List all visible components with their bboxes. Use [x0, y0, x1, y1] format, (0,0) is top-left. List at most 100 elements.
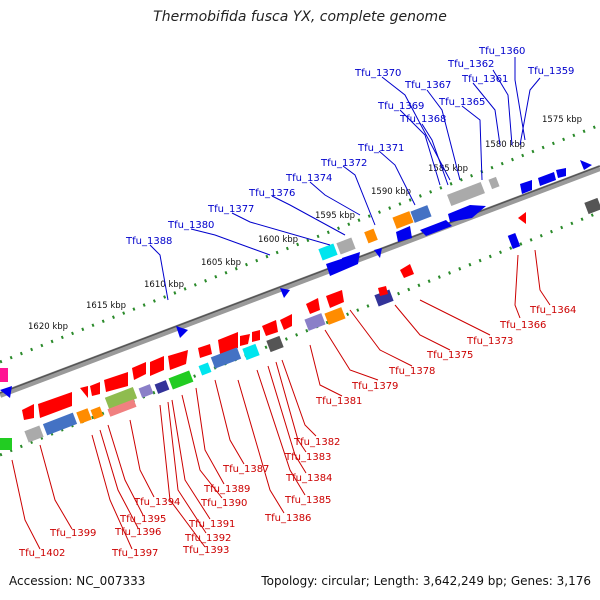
kbp-tick-label: 1600 kbp — [258, 235, 298, 245]
accession-label: Accession: NC_007333 — [9, 574, 146, 588]
genome-title: Thermobifida fusca YX, complete genome — [153, 9, 447, 25]
gene-label[interactable]: Tfu_1370 — [354, 68, 401, 79]
gene-block — [107, 399, 137, 417]
gene-block — [304, 313, 326, 331]
gene-arrow — [280, 314, 292, 330]
gene-arrow — [400, 264, 414, 278]
gene-label[interactable]: Tfu_1385 — [284, 495, 331, 506]
gene-block — [318, 243, 338, 261]
gene-label[interactable]: Tfu_1381 — [315, 396, 362, 407]
gene-label[interactable]: Tfu_1389 — [203, 484, 250, 495]
chromosome-backbone-highlight — [0, 165, 600, 394]
gene-label[interactable]: Tfu_1379 — [351, 381, 398, 392]
gene-label[interactable]: Tfu_1369 — [377, 101, 424, 112]
gene-block — [210, 347, 242, 369]
gene-label[interactable]: Tfu_1383 — [284, 452, 331, 463]
gene-block — [507, 233, 521, 249]
gene-block — [324, 307, 346, 325]
gene-label[interactable]: Tfu_1394 — [133, 497, 180, 508]
gene-label[interactable]: Tfu_1375 — [426, 350, 473, 361]
gene-arrow — [556, 168, 566, 178]
gene-label[interactable]: Tfu_1393 — [182, 545, 229, 556]
genome-summary: Topology: circular; Length: 3,642,249 bp… — [261, 574, 591, 588]
gene-block — [0, 438, 12, 450]
gene-arrow — [198, 344, 212, 358]
gene-label[interactable]: Tfu_1364 — [529, 305, 576, 316]
gene-block — [90, 406, 104, 420]
gene-arrow — [132, 362, 146, 380]
gene-block — [138, 384, 154, 398]
gene-arrow — [420, 220, 452, 236]
gene-block — [168, 370, 194, 390]
gene-label[interactable]: Tfu_1384 — [285, 473, 332, 484]
gene-label[interactable]: Tfu_1361 — [461, 74, 508, 85]
gene-arrow — [374, 248, 382, 258]
gene-label[interactable]: Tfu_1377 — [207, 204, 254, 215]
gene-label[interactable]: Tfu_1366 — [499, 320, 546, 331]
gene-label[interactable]: Tfu_1359 — [527, 66, 574, 77]
gene-block — [392, 211, 414, 229]
gene-label[interactable]: Tfu_1387 — [222, 464, 269, 475]
forward-callout-lines — [149, 57, 541, 301]
gene-arrow — [240, 334, 250, 346]
gene-block — [584, 197, 600, 215]
gene-arrow — [168, 350, 188, 370]
gene-arrow — [306, 298, 320, 314]
gene-label[interactable]: Tfu_1378 — [388, 366, 435, 377]
gene-block — [198, 362, 212, 376]
gene-label[interactable]: Tfu_1374 — [285, 173, 332, 184]
gene-label[interactable]: Tfu_1386 — [264, 513, 311, 524]
gene-label[interactable]: Tfu_1395 — [119, 514, 166, 525]
gene-label[interactable]: Tfu_1365 — [438, 97, 485, 108]
gene-block — [24, 425, 44, 443]
gene-label[interactable]: Tfu_1368 — [399, 114, 446, 125]
gene-arrow — [0, 386, 12, 398]
gene-label[interactable]: Tfu_1371 — [357, 143, 404, 154]
kbp-tick-label: 1615 kbp — [86, 301, 126, 311]
gene-arrow — [326, 290, 344, 308]
gene-block — [154, 380, 170, 394]
gene-label[interactable]: Tfu_1380 — [167, 220, 214, 231]
gene-block — [104, 387, 138, 409]
kbp-tick-label: 1585 kbp — [428, 164, 468, 174]
gene-arrow — [252, 330, 260, 342]
gene-label[interactable]: Tfu_1373 — [466, 336, 513, 347]
gene-label[interactable]: Tfu_1391 — [188, 519, 235, 530]
kbp-tick-label: 1590 kbp — [371, 187, 411, 197]
gene-arrow — [538, 172, 556, 186]
gene-block — [410, 205, 432, 223]
gene-arrow — [326, 258, 344, 276]
reverse-callout-lines — [11, 249, 551, 550]
gene-block — [488, 176, 500, 190]
reverse-gene-labels: Tfu_1364 Tfu_1366 Tfu_1373 Tfu_1375 Tfu_… — [18, 305, 576, 559]
gene-block — [374, 289, 394, 307]
gene-block — [42, 412, 78, 436]
gene-arrow — [104, 372, 128, 392]
gene-label[interactable]: Tfu_1396 — [114, 527, 161, 538]
gene-arrow — [22, 404, 34, 420]
kbp-tick-label: 1575 kbp — [542, 115, 582, 125]
gene-label[interactable]: Tfu_1388 — [125, 236, 172, 247]
gene-arrow — [262, 320, 278, 336]
gene-label[interactable]: Tfu_1390 — [200, 498, 247, 509]
gene-label[interactable]: Tfu_1372 — [320, 158, 367, 169]
gene-block — [364, 228, 378, 244]
gene-arrow — [280, 288, 290, 298]
gene-label[interactable]: Tfu_1360 — [478, 46, 525, 57]
gene-label[interactable]: Tfu_1402 — [18, 548, 65, 559]
gene-arrow — [396, 226, 412, 242]
gene-label[interactable]: Tfu_1382 — [293, 437, 340, 448]
gene-arrow — [580, 160, 592, 170]
kbp-tick-label: 1610 kbp — [144, 280, 184, 290]
gene-block — [242, 343, 260, 361]
gene-label[interactable]: Tfu_1397 — [111, 548, 158, 559]
gene-label[interactable]: Tfu_1367 — [404, 80, 451, 91]
kbp-tick-label: 1595 kbp — [315, 211, 355, 221]
gene-label[interactable]: Tfu_1392 — [184, 533, 231, 544]
inner-dotted-track — [0, 210, 600, 457]
gene-label[interactable]: Tfu_1376 — [248, 188, 295, 199]
kbp-tick-label: 1605 kbp — [201, 258, 241, 268]
gene-label[interactable]: Tfu_1362 — [447, 59, 494, 70]
gene-label[interactable]: Tfu_1399 — [49, 528, 96, 539]
